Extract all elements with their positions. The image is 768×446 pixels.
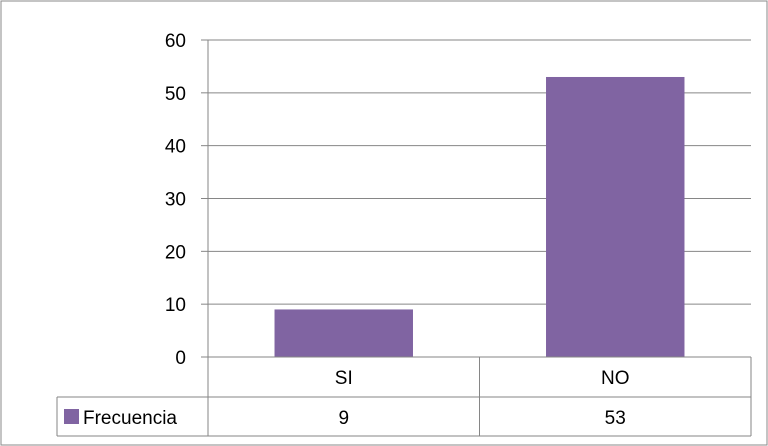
- y-tick-label: 10: [165, 295, 186, 316]
- y-tick-label: 40: [165, 137, 186, 158]
- data-table: SI NO Frecuencia 9 53: [56, 356, 752, 437]
- legend-swatch: [64, 409, 79, 424]
- table-value: 9: [338, 408, 349, 429]
- y-tick-label: 30: [165, 190, 186, 211]
- y-tick-label: 50: [165, 84, 186, 105]
- y-tick-label: 20: [165, 242, 186, 263]
- y-axis: 0 10 20 30 40 50 60: [165, 31, 209, 369]
- y-tick-label: 0: [175, 348, 186, 369]
- table-value: 53: [605, 408, 626, 429]
- bar-no: [546, 76, 685, 357]
- legend-series-name: Frecuencia: [83, 408, 177, 429]
- bar-si: [274, 309, 413, 357]
- y-tick-label: 60: [165, 31, 186, 52]
- x-category-label: SI: [335, 368, 353, 389]
- bars: [274, 76, 685, 357]
- x-category-label: NO: [601, 368, 630, 389]
